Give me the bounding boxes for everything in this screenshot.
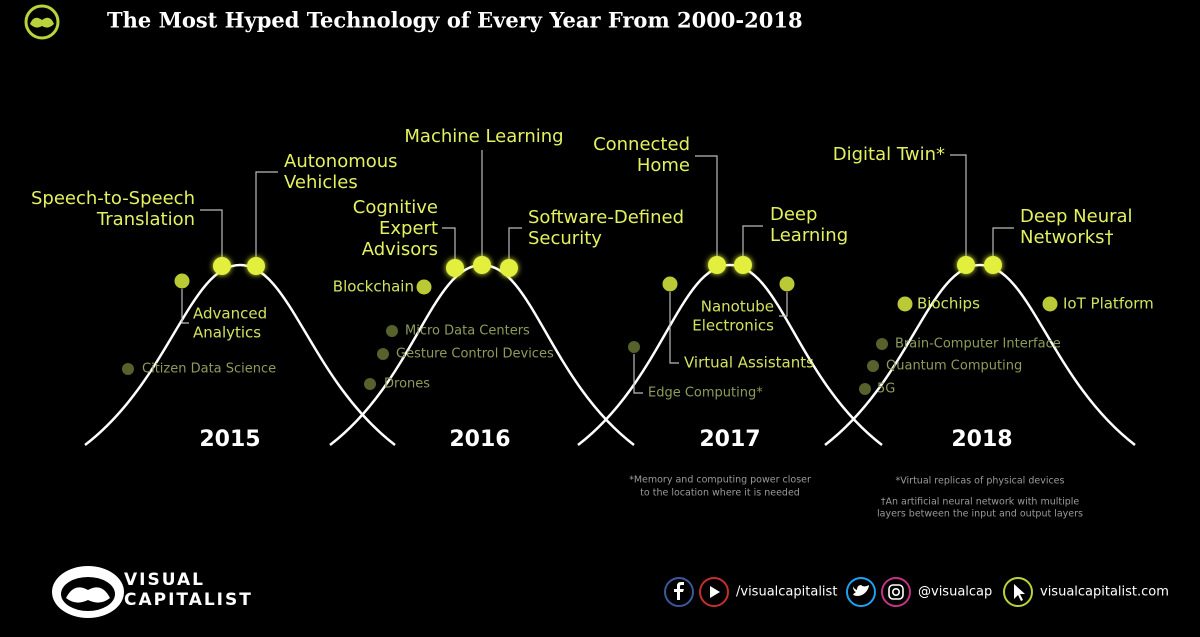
tech-label: Electronics — [692, 317, 774, 335]
leader-line — [633, 354, 643, 394]
hype-curve — [824, 263, 1136, 446]
tech-dot — [779, 276, 795, 292]
tech-label: IoT Platform — [1063, 295, 1154, 313]
tech-label: Networks† — [1020, 227, 1114, 248]
tech-label: Analytics — [193, 324, 261, 342]
tech-label: Machine Learning — [404, 126, 563, 147]
tech-label: Drones — [384, 377, 430, 392]
leader-line — [669, 292, 679, 364]
tech-label: Blockchain — [333, 278, 414, 296]
tech-dot — [386, 325, 398, 337]
tech-dot — [957, 256, 975, 274]
tech-dot — [174, 273, 190, 289]
tech-label: Quantum Computing — [886, 359, 1022, 374]
leader-line — [181, 289, 189, 324]
tech-label: Autonomous — [284, 151, 398, 172]
social-icons — [664, 577, 1033, 607]
tech-dot — [876, 338, 888, 350]
leader-line — [508, 227, 522, 260]
tech-label: Virtual Assistants — [684, 354, 814, 372]
leader-line — [779, 292, 788, 317]
tech-label: Brain-Computer Interface — [895, 337, 1061, 352]
title: The Most Hyped Technology of Every Year … — [107, 8, 803, 33]
tech-label: Digital Twin* — [833, 144, 945, 165]
social-handle: /visualcapitalist — [736, 585, 837, 600]
tech-dot — [473, 256, 491, 274]
tech-label: Translation — [96, 209, 195, 230]
tech-label: Home — [637, 155, 690, 176]
tech-label: Micro Data Centers — [405, 324, 530, 339]
tech-label: Advisors — [362, 239, 438, 260]
tech-label: Edge Computing* — [648, 386, 763, 401]
footnote: layers between the input and output laye… — [877, 509, 1083, 520]
brand-line: CAPITALIST — [124, 590, 253, 610]
tech-dot — [734, 256, 752, 274]
tech-dot — [1042, 296, 1058, 312]
tech-dot — [628, 341, 640, 353]
year-label: 2017 — [699, 427, 760, 452]
social-handle: @visualcap — [918, 585, 992, 600]
tech-dot — [662, 276, 678, 292]
leader-line — [992, 227, 1014, 257]
tech-label: Deep Neural — [1020, 206, 1133, 227]
tech-label: Vehicles — [284, 172, 358, 193]
tech-dot — [416, 279, 432, 295]
tech-label: Cognitive — [353, 197, 438, 218]
year-label: 2018 — [951, 427, 1012, 452]
tech-dot — [859, 383, 871, 395]
tech-label: Deep — [770, 204, 817, 225]
tech-dot — [984, 256, 1002, 274]
tech-label: Gesture Control Devices — [396, 347, 554, 362]
tech-label: Citizen Data Science — [142, 362, 276, 377]
tech-dot — [500, 259, 518, 277]
hype-curve — [84, 263, 396, 446]
leader-line — [200, 209, 223, 258]
tech-dot — [867, 360, 879, 372]
tech-dot — [122, 363, 134, 375]
tech-label: Nanotube — [701, 298, 774, 316]
tech-dot — [446, 259, 464, 277]
tech-label: Biochips — [917, 295, 980, 313]
brand-line: VISUAL — [124, 570, 205, 590]
top-logo — [24, 4, 60, 40]
tech-label: Software-Defined — [528, 207, 684, 228]
tech-label: Connected — [593, 134, 690, 155]
tech-dot — [377, 348, 389, 360]
footer-logo — [52, 566, 124, 618]
tech-dot — [247, 257, 265, 275]
leader-line — [442, 227, 456, 260]
year-label: 2015 — [199, 427, 260, 452]
tech-dot — [897, 296, 913, 312]
website: visualcapitalist.com — [1040, 585, 1169, 600]
leader-line — [695, 155, 718, 257]
hype-curve — [577, 263, 883, 446]
tech-label: 5G — [877, 382, 895, 397]
footnote: *Virtual replicas of physical devices — [896, 476, 1065, 487]
tech-label: Expert — [379, 218, 438, 239]
footnote: *Memory and computing power closer — [629, 475, 811, 486]
footnote: †An artificial neural network with multi… — [881, 497, 1080, 508]
leader-line — [742, 225, 763, 257]
tech-label: Speech-to-Speech — [31, 188, 195, 209]
footnote: to the location where it is needed — [640, 488, 800, 499]
year-label: 2016 — [449, 427, 510, 452]
leader-line — [255, 171, 278, 258]
tech-dot — [364, 378, 376, 390]
tech-dot — [213, 257, 231, 275]
tech-label: Learning — [770, 225, 848, 246]
tech-label: Security — [528, 228, 602, 249]
leader-line — [950, 154, 967, 257]
tech-label: Advanced — [193, 305, 267, 323]
tech-dot — [708, 256, 726, 274]
